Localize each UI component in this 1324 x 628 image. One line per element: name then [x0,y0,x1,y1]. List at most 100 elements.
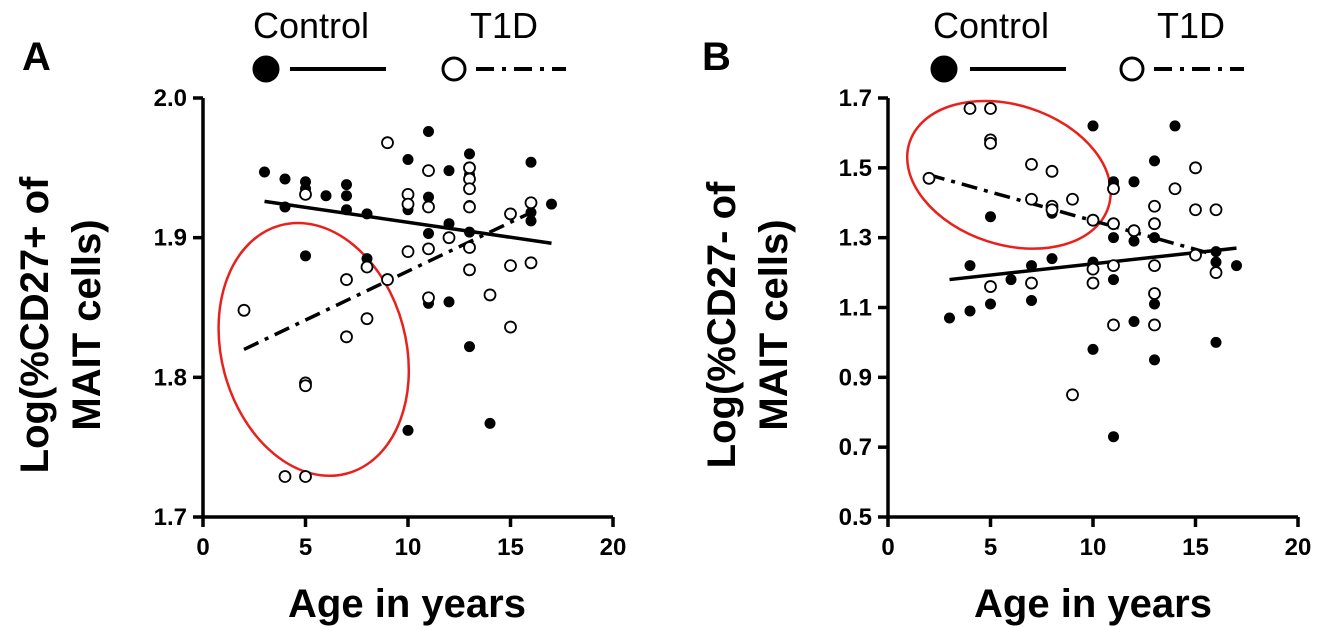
panel-b-x-tick-label: 5 [984,534,997,561]
panel-b-point-t1d [1066,388,1079,402]
panel-a-point-t1d [463,182,476,196]
panel-a-point-control [341,179,352,191]
panel-a-point-t1d [381,273,394,286]
panel-a-point-t1d [463,263,476,277]
panel-b-x-tick-label: 15 [1182,534,1209,561]
panel-b-point-t1d [1025,192,1038,206]
panel-a-y-tick-label: 1.8 [154,364,187,391]
panel-a-point-control [443,165,455,177]
panel-b-point-t1d [1209,203,1223,217]
panel-b-y-tick-label: 1.3 [839,225,872,252]
panel-b-point-control [1108,431,1119,443]
panel-a-point-t1d [504,320,517,334]
panel-a-point-control [402,153,414,165]
panel-b-y-tick-label: 0.9 [839,364,872,391]
panel-b-point-t1d [1148,318,1161,332]
panel-a-y-tick-label: 2.0 [154,85,187,112]
panel-b-x-tick-label: 10 [1080,534,1107,561]
panel-b-letter: B [702,35,731,79]
panel-b-point-t1d [1107,182,1120,196]
panel-b-point-t1d [1148,287,1161,300]
panel-a-y-axis-title-line2: MAIT cells) [65,219,109,430]
panel-b-point-control [1149,155,1160,167]
panel-a-point-t1d [422,242,435,256]
panel-b-point-control [1149,354,1160,366]
panel-b-point-t1d [1127,224,1141,238]
panel-a-point-control [361,208,373,220]
panel-a-point-control [402,424,414,436]
panel-b-y-tick-label: 1.5 [839,155,872,182]
panel-a-point-t1d [524,196,538,210]
panel-b-point-control [1149,232,1160,244]
panel-a-legend-t1d-label: T1D [470,5,538,46]
panel-a-point-t1d [401,245,415,259]
panel-a-y-tick-label: 1.7 [154,504,187,531]
panel-b-point-t1d [1025,276,1038,290]
panel-a-point-t1d [422,291,435,305]
panel-b-point-control [944,312,955,324]
panel-a-x-tick-label: 10 [395,534,422,561]
panel-a-point-t1d [463,200,476,214]
panel-b-point-t1d [1107,318,1120,332]
panel-a-point-control [525,215,537,227]
panel-a-point-t1d [299,379,312,393]
panel-b-y-tick-label: 0.5 [839,504,872,531]
panel-a-x-tick-label: 20 [600,534,627,561]
panel-b-trend-t1d [928,173,1217,257]
panel-b-point-t1d [1168,182,1182,196]
panel-a-point-t1d [360,260,374,274]
panel-b-point-t1d [1148,217,1161,231]
panel-a-point-control [464,148,475,160]
panel-b-point-control [1210,246,1222,258]
panel-b-point-t1d [1189,203,1202,217]
panel-b-point-control [985,211,996,223]
panel-b-point-control [964,305,976,317]
panel-b-y-tick-label: 1.1 [839,295,872,322]
panel-b-point-control [1210,336,1222,348]
panel-a-point-t1d [422,164,435,178]
panel-a-point-t1d [442,231,456,245]
panel-a-x-tick-label: 5 [299,534,312,561]
panel-b-y-tick-label: 1.7 [839,85,872,112]
panel-a-point-control [484,417,496,429]
panel-b-legend-control-marker [930,55,958,83]
panel-a-point-t1d [278,470,292,483]
panel-b-point-t1d [1045,164,1059,178]
panel-b-point-t1d [1045,203,1059,217]
panel-b-point-control [985,298,996,310]
panel-a-x-tick-label: 0 [196,534,209,561]
panel-a-point-t1d [463,241,476,254]
panel-a-point-control [525,207,537,219]
panel-a-point-t1d [381,136,394,150]
panel-a-point-control [525,156,537,168]
panel-a-point-control [423,191,434,203]
panel-a-point-control [443,218,455,230]
panel-a-legend-t1d-marker [441,56,467,82]
panel-b-point-t1d [1066,192,1079,206]
panel-a-point-control [464,341,475,353]
panel-a-plot: 0 5 10 15 20 1.7 1.8 1.9 2.0 [154,85,627,561]
panel-b-plot: 0 5 10 15 20 0.5 0.7 0.9 1.1 1.3 1.5 1.7 [839,85,1312,561]
panel-b-point-control [964,260,976,272]
panel-a-x-axis-title: Age in years [288,582,526,626]
panel-b-legend-t1d-label: T1D [1157,5,1225,46]
panel-a-point-t1d [504,207,517,221]
panel-b-highlight-ellipse [905,99,1112,250]
panel-a-legend-control-label: Control [253,5,369,46]
panel-a-point-control [341,190,352,202]
panel-b-point-control [1108,274,1119,286]
panel-b-point-control [1026,295,1037,307]
panel-a-point-t1d [340,330,353,344]
panel-b-point-t1d [984,102,997,115]
panel-a-trend-t1d [243,210,532,351]
panel-b-point-control [1128,235,1140,247]
panel-a-point-t1d [360,312,374,326]
panel-b-point-control [1169,120,1181,132]
panel-a-point-t1d [483,288,497,302]
panel-b-point-t1d [984,136,997,150]
panel-a-point-t1d [524,256,538,270]
panel-b-point-t1d [1148,259,1161,273]
panel-a-trend-control [264,199,552,245]
panel-b-point-control [1149,298,1160,310]
panel-b-point-control [1128,176,1140,188]
